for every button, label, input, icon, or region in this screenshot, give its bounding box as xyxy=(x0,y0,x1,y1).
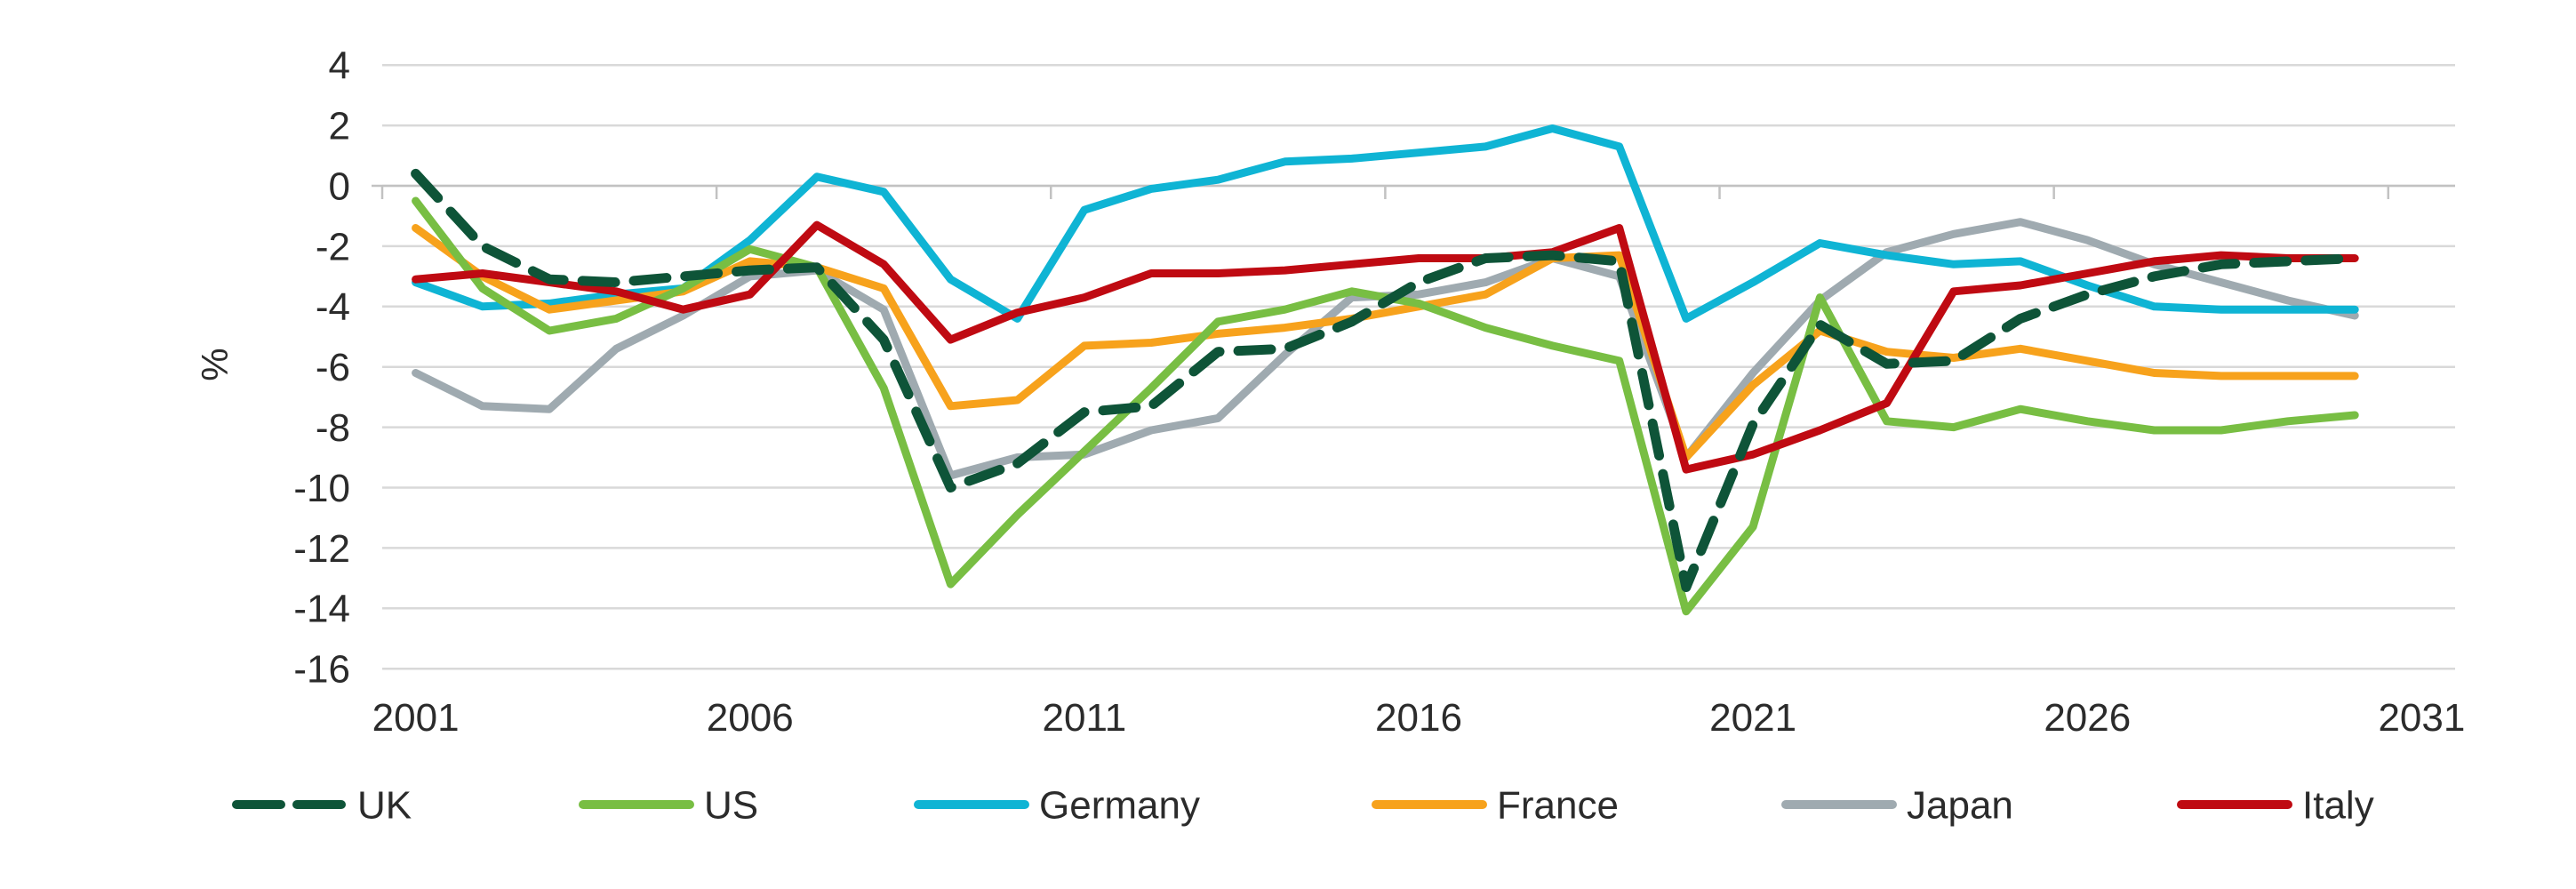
x-axis-line-and-ticks xyxy=(372,184,2455,199)
y-tick-label: -14 xyxy=(293,588,350,631)
x-tick-label: 2001 xyxy=(372,696,460,740)
legend-label-france: France xyxy=(1497,783,1619,827)
legend-item-germany: Germany xyxy=(914,783,1200,827)
x-tick-label: 2026 xyxy=(2044,696,2131,740)
legend-label-italy: Italy xyxy=(2302,783,2374,827)
y-tick-label: -16 xyxy=(293,648,350,692)
y-axis-title-text: % xyxy=(194,348,236,380)
legend-item-italy: Italy xyxy=(2177,783,2374,827)
legend-label-japan: Japan xyxy=(1907,783,2013,827)
y-tick-label: 4 xyxy=(329,44,350,88)
y-tick-label: -2 xyxy=(316,225,350,268)
y-tick-label: -6 xyxy=(316,346,350,389)
y-tick-label: 0 xyxy=(329,164,350,208)
legend-label-uk: UK xyxy=(357,783,412,827)
y-tick-label: -10 xyxy=(293,467,350,510)
x-tick-label: 2031 xyxy=(2378,696,2465,740)
y-tick-label: -12 xyxy=(293,527,350,571)
x-axis-tick-labels: 2001 2006 2011 2016 2021 2026 2031 xyxy=(372,696,2466,740)
x-tick-label: 2006 xyxy=(707,696,794,740)
x-tick-label: 2021 xyxy=(1709,696,1796,740)
y-axis-tick-labels: 4 2 0 -2 -4 -6 -8 -10 -12 -14 -16 xyxy=(293,44,350,692)
y-axis-title: % xyxy=(194,348,236,380)
y-tick-label: -4 xyxy=(316,285,350,329)
legend-label-us: US xyxy=(704,783,758,827)
legend: UK US Germany France Japan Italy xyxy=(232,783,2374,827)
series-line-france xyxy=(412,224,2359,461)
legend-item-japan: Japan xyxy=(1781,783,2013,827)
y-tick-label: 2 xyxy=(329,105,350,148)
series-line-italy xyxy=(412,220,2359,474)
y-tick-label: -8 xyxy=(316,406,350,450)
x-tick-label: 2011 xyxy=(1043,696,1127,740)
legend-item-france: France xyxy=(1372,783,1619,827)
series-line-uk xyxy=(411,168,2360,592)
series-lines xyxy=(411,124,2360,616)
legend-item-uk: UK xyxy=(232,783,412,827)
legend-item-us: US xyxy=(579,783,758,827)
series-line-germany xyxy=(412,124,2359,323)
legend-label-germany: Germany xyxy=(1039,783,1200,827)
x-tick-label: 2016 xyxy=(1375,696,1462,740)
